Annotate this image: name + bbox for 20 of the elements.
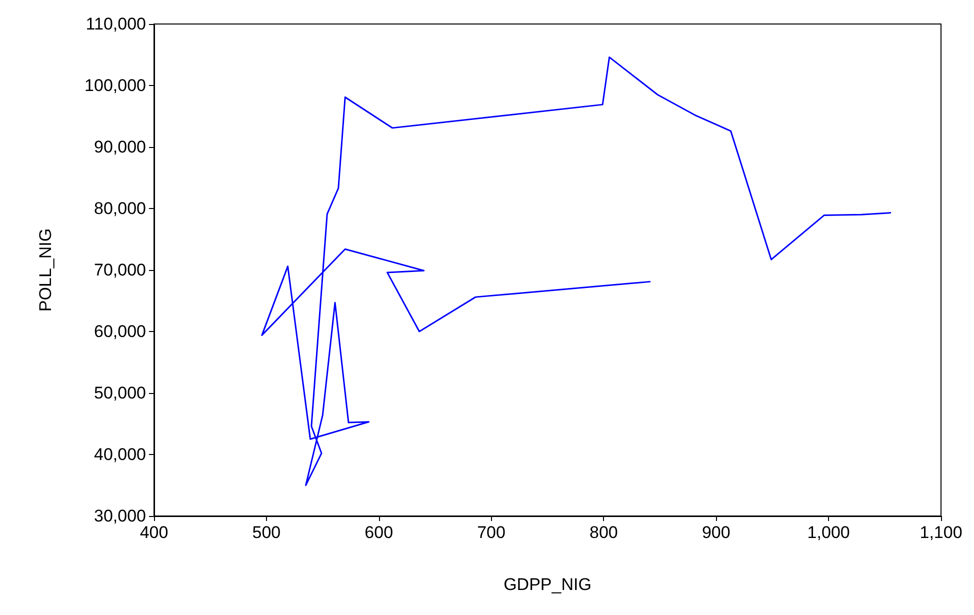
- y-tick-label: 110,000: [86, 14, 146, 34]
- x-tick-label: 800: [590, 523, 618, 542]
- x-tick-label: 1,100: [920, 523, 962, 542]
- x-tick-label: 500: [252, 523, 281, 542]
- y-tick-label: 70,000: [94, 260, 146, 280]
- x-tick-label: 900: [702, 523, 730, 542]
- y-tick-label: 80,000: [94, 199, 146, 218]
- y-tick-label: 50,000: [94, 384, 146, 402]
- x-tick-label: 1,000: [807, 523, 850, 542]
- y-tick-label: 30,000: [94, 506, 146, 526]
- y-axis-title: POLL_NIG: [36, 228, 55, 312]
- x-axis-title: GDPP_NIG: [504, 575, 592, 594]
- x-tick-label: 400: [140, 523, 168, 542]
- x-tick-label: 700: [477, 523, 506, 542]
- line-series: [261, 56, 892, 486]
- y-tick-label: 100,000: [84, 76, 146, 95]
- y-tick-label: 90,000: [94, 138, 146, 156]
- x-tick-label: 600: [364, 523, 394, 542]
- y-tick-label: 40,000: [94, 445, 146, 464]
- y-tick-label: 60,000: [94, 322, 146, 341]
